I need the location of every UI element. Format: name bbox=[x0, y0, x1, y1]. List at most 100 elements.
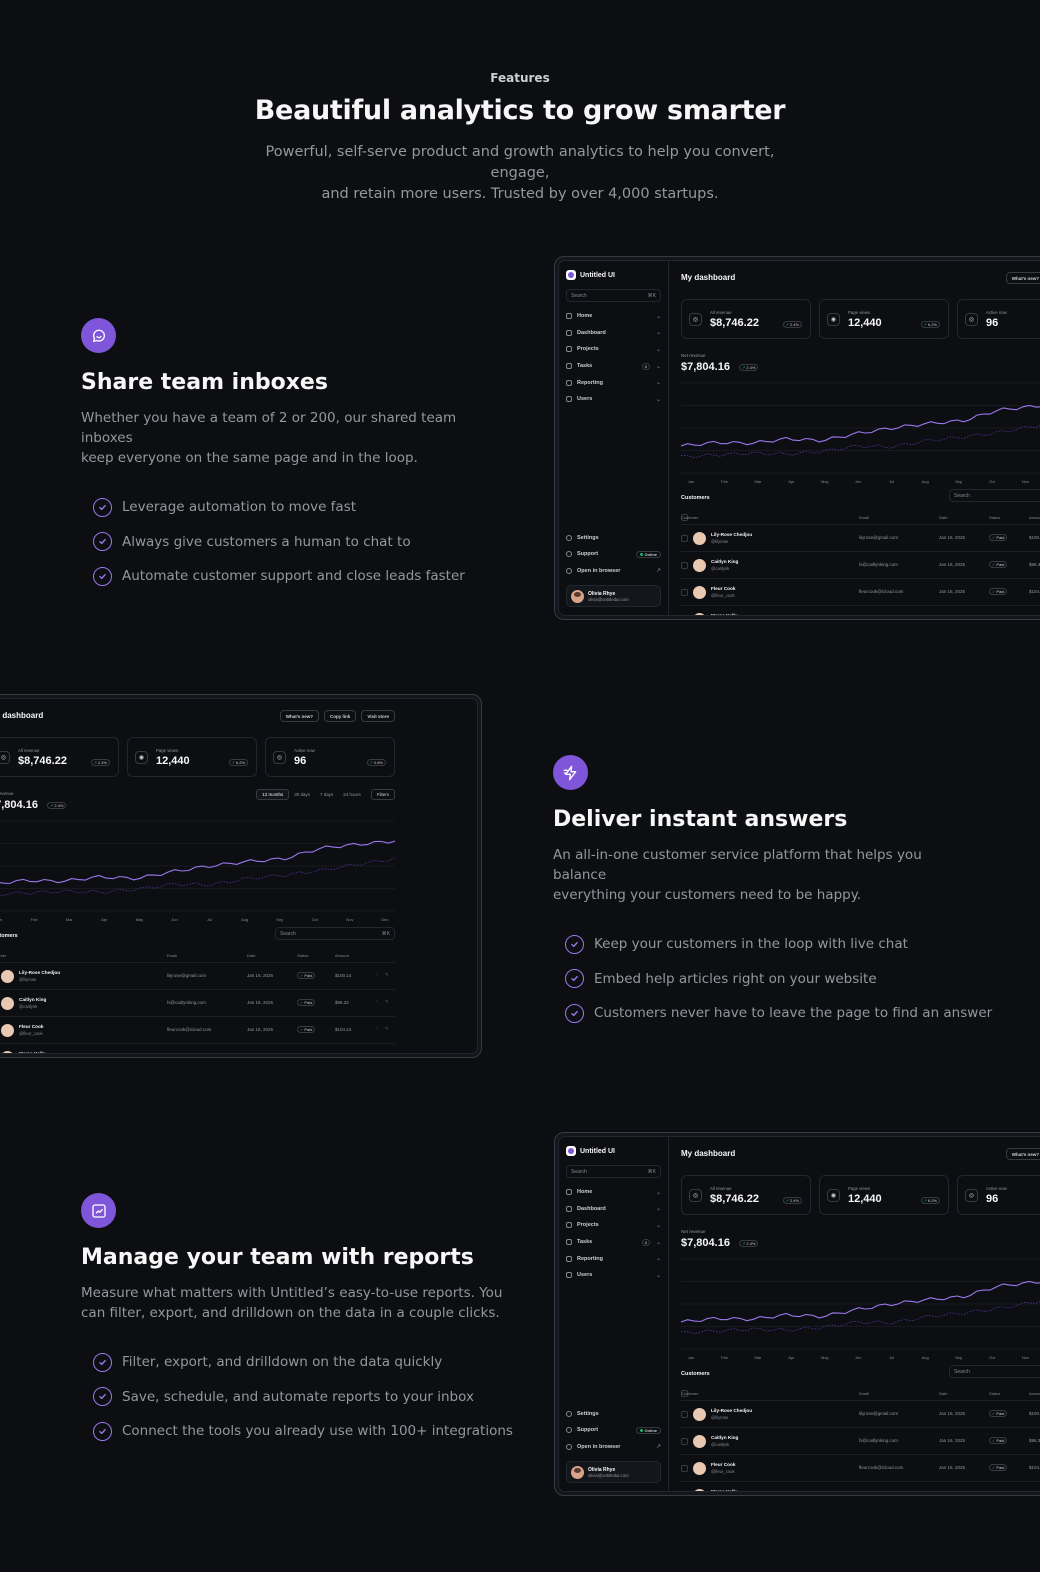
open-browser-label: Open in browser bbox=[577, 567, 621, 574]
table-row[interactable]: Fleur Cook @fleur_cook fleurcook@icloud.co… bbox=[681, 578, 1040, 605]
checkbox[interactable] bbox=[681, 1438, 688, 1445]
column-header-status[interactable]: Status bbox=[989, 1391, 1001, 1396]
filters-button[interactable]: Filters bbox=[370, 789, 395, 800]
customer-search-input[interactable]: Search⌘K bbox=[949, 489, 1040, 502]
column-header-email[interactable]: Email bbox=[859, 1391, 870, 1396]
column-header-email[interactable]: Email bbox=[859, 515, 870, 520]
whats-new-button[interactable]: What’s new? bbox=[279, 710, 320, 722]
copy-link-button[interactable]: Copy link bbox=[324, 710, 357, 722]
month-tick-label: Mar bbox=[754, 1355, 762, 1360]
customer-handle: @caitlynk bbox=[711, 566, 730, 571]
sidebar-item-reporting[interactable]: Reporting ⌄ bbox=[566, 374, 661, 391]
sidebar-search-input[interactable]: Search ⌘K bbox=[566, 289, 661, 302]
nav-label: Users bbox=[577, 1272, 593, 1279]
table-row[interactable]: Marco Kelly@marcokmarco@marcokelly.coJan… bbox=[681, 605, 1040, 615]
sidebar-item-home[interactable]: Home ⌄ bbox=[566, 308, 661, 325]
check-label: Embed help articles right on your websit… bbox=[594, 970, 877, 987]
table-row[interactable]: Fleur Cook @fleur_cook fleurcook@icloud.co… bbox=[681, 1454, 1040, 1481]
month-tick-label: Nov bbox=[1022, 479, 1029, 484]
sidebar-item-dashboard[interactable]: Dashboard ⌄ bbox=[566, 1201, 661, 1218]
open-browser-item[interactable]: Open in browser ↗ bbox=[566, 1438, 661, 1455]
column-header-customer[interactable]: Customer bbox=[681, 1391, 699, 1396]
column-header-status[interactable]: Status bbox=[297, 953, 309, 958]
column-header-date[interactable]: Date bbox=[247, 953, 256, 958]
sidebar-item-tasks[interactable]: Tasks 8 ⌄ bbox=[566, 358, 661, 375]
support-item[interactable]: Support Online bbox=[566, 546, 661, 563]
table-row[interactable]: Caitlyn King @caitlynk hi@caitlynking.com J… bbox=[681, 551, 1040, 578]
table-row[interactable]: Lily-Rose Chedjou @lilyrose lilyrose@gmail… bbox=[681, 1400, 1040, 1427]
customer-handle: @fleur_cook bbox=[19, 1031, 43, 1036]
checkbox[interactable] bbox=[681, 535, 688, 542]
settings-item[interactable]: Settings bbox=[566, 529, 661, 546]
checkbox[interactable] bbox=[681, 514, 688, 521]
feature-description: Measure what matters with Untitled’s eas… bbox=[81, 1283, 521, 1323]
customer-search-input[interactable]: Search⌘K bbox=[949, 1365, 1040, 1378]
column-header-date[interactable]: Date bbox=[939, 1391, 948, 1396]
month-tick-label: Dec bbox=[381, 917, 388, 922]
column-header-amount[interactable]: Amount bbox=[335, 953, 349, 958]
checkbox[interactable] bbox=[681, 1465, 688, 1472]
table-row[interactable]: Lily-Rose Chedjou @lilyrose lilyrose@gmail… bbox=[681, 524, 1040, 551]
month-tick-label: Jan bbox=[688, 479, 694, 484]
customer-search-input[interactable]: Search⌘K bbox=[275, 927, 395, 940]
user-card[interactable]: Olivia Rhye olivia@untitledui.com bbox=[566, 585, 661, 607]
customer-name: Marco Kelly bbox=[711, 1489, 738, 1492]
edit-icon[interactable]: ✎ bbox=[385, 972, 389, 977]
table-row[interactable]: Lily-Rose Chedjou @lilyrose lilyrose@gmail… bbox=[0, 962, 395, 989]
checkbox[interactable] bbox=[681, 1390, 688, 1397]
edit-icon[interactable]: ✎ bbox=[385, 1053, 389, 1054]
table-row[interactable]: Caitlyn King @caitlynk hi@caitlynking.com J… bbox=[0, 989, 395, 1016]
check-label: Automate customer support and close lead… bbox=[122, 568, 465, 585]
search-placeholder: Search bbox=[571, 292, 587, 299]
sidebar-item-users[interactable]: Users ⌄ bbox=[566, 1267, 661, 1284]
sidebar-item-projects[interactable]: Projects ⌄ bbox=[566, 1217, 661, 1234]
edit-icon[interactable]: ✎ bbox=[385, 999, 389, 1004]
trash-icon[interactable]: ␡ bbox=[375, 972, 379, 977]
visit-store-button[interactable]: Visit store bbox=[361, 710, 395, 722]
tab-24-hours[interactable]: 24 hours bbox=[343, 792, 361, 797]
sidebar-item-projects[interactable]: Projects ⌄ bbox=[566, 341, 661, 358]
nav-icon bbox=[566, 1205, 572, 1212]
browser-icon bbox=[566, 1443, 572, 1450]
sidebar-item-users[interactable]: Users ⌄ bbox=[566, 391, 661, 408]
user-card[interactable]: Olivia Rhye olivia@untitledui.com bbox=[566, 1461, 661, 1483]
checkbox[interactable] bbox=[681, 589, 688, 596]
sidebar-item-home[interactable]: Home ⌄ bbox=[566, 1184, 661, 1201]
support-item[interactable]: Support Online bbox=[566, 1422, 661, 1439]
table-row[interactable]: Fleur Cook @fleur_cook fleurcook@icloud.co… bbox=[0, 1016, 395, 1043]
table-row[interactable]: Caitlyn King @caitlynk hi@caitlynking.com J… bbox=[681, 1427, 1040, 1454]
sidebar-item-reporting[interactable]: Reporting ⌄ bbox=[566, 1250, 661, 1267]
column-header-email[interactable]: Email bbox=[167, 953, 178, 958]
tab-7-days[interactable]: 7 days bbox=[319, 792, 334, 797]
settings-item[interactable]: Settings bbox=[566, 1405, 661, 1422]
open-browser-item[interactable]: Open in browser ↗ bbox=[566, 562, 661, 579]
checkbox[interactable] bbox=[681, 1411, 688, 1418]
table-row[interactable]: Marco Kelly@marcokmarco@marcokelly.coJan… bbox=[0, 1043, 395, 1054]
tab-30-days[interactable]: 30 days bbox=[294, 792, 310, 797]
checkbox[interactable] bbox=[681, 562, 688, 569]
whats-new-button[interactable]: What’s new? bbox=[1005, 272, 1040, 284]
trash-icon[interactable]: ␡ bbox=[375, 1026, 379, 1031]
column-header-amount[interactable]: Amount bbox=[1029, 515, 1040, 520]
whats-new-button[interactable]: What’s new? bbox=[1005, 1148, 1040, 1160]
trash-icon[interactable]: ␡ bbox=[375, 999, 379, 1004]
customer-email: hi@caitlynking.com bbox=[859, 1438, 898, 1443]
column-header-date[interactable]: Date bbox=[939, 515, 948, 520]
sidebar-search-input[interactable]: Search ⌘K bbox=[566, 1165, 661, 1178]
column-header-customer[interactable]: Customer bbox=[0, 953, 7, 958]
column-header-status[interactable]: Status bbox=[989, 515, 1001, 520]
sidebar-item-dashboard[interactable]: Dashboard ⌄ bbox=[566, 325, 661, 342]
status-badge: Paid bbox=[989, 1464, 1008, 1471]
tab-12-months[interactable]: 12 months bbox=[256, 789, 290, 800]
column-header-customer[interactable]: Customer bbox=[681, 515, 699, 520]
sidebar-item-tasks[interactable]: Tasks 8 ⌄ bbox=[566, 1234, 661, 1251]
month-tick-label: Jul bbox=[207, 917, 212, 922]
edit-icon[interactable]: ✎ bbox=[385, 1026, 389, 1031]
search-placeholder: Search bbox=[280, 930, 296, 937]
status-badge: Paid bbox=[297, 972, 316, 979]
customer-name: Caitlyn King bbox=[19, 997, 47, 1002]
column-header-amount[interactable]: Amount bbox=[1029, 1391, 1040, 1396]
feature-title: Manage your team with reports bbox=[81, 1245, 474, 1270]
trash-icon[interactable]: ␡ bbox=[375, 1053, 379, 1054]
table-row[interactable]: Marco Kelly@marcokmarco@marcokelly.coJan… bbox=[681, 1481, 1040, 1492]
